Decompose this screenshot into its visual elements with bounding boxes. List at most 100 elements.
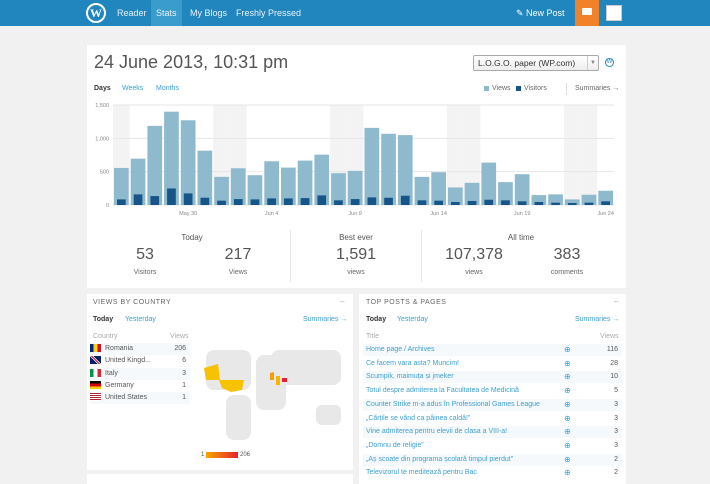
views-bar[interactable] (247, 175, 263, 205)
tab-days[interactable]: Days (94, 85, 111, 92)
post-title-link[interactable]: Vine admiterea pentru elevii de clasa a … (366, 428, 508, 436)
country-row[interactable]: Romania 206 (90, 343, 190, 355)
tab-yesterday[interactable]: Yesterday (397, 316, 428, 323)
wordpress-icon[interactable]: W (605, 58, 614, 67)
views-bar[interactable] (397, 135, 413, 205)
views-bar[interactable] (414, 176, 430, 205)
magnify-icon[interactable]: ⊕ (564, 454, 571, 464)
views-bar[interactable] (531, 195, 547, 205)
views-bar[interactable] (581, 194, 597, 205)
magnify-icon[interactable]: ⊕ (564, 386, 571, 396)
visitors-bar[interactable] (267, 198, 276, 205)
post-title-link[interactable]: Scumpik, maimuța și jmeker (366, 373, 454, 381)
visitors-bar[interactable] (551, 202, 560, 205)
visitors-bar[interactable] (233, 199, 243, 205)
post-title-link[interactable]: Home page / Archives (366, 346, 435, 353)
collapse-icon[interactable]: – (340, 297, 345, 306)
views-bar[interactable] (264, 161, 279, 205)
post-title-link[interactable]: Counter Strike m-a adus în Professional … (366, 400, 540, 408)
visitors-bar[interactable] (517, 201, 527, 205)
visitors-bar[interactable] (183, 193, 193, 205)
views-bar[interactable] (514, 174, 530, 205)
visitors-bar[interactable] (400, 195, 410, 205)
collapse-icon[interactable]: – (614, 297, 619, 306)
visitors-bar[interactable] (417, 200, 427, 205)
magnify-icon[interactable]: ⊕ (564, 427, 571, 437)
nav-my-blogs[interactable]: My Blogs (190, 8, 228, 18)
views-bar[interactable] (197, 150, 213, 205)
views-bar[interactable] (114, 167, 129, 205)
views-bar[interactable] (297, 160, 313, 205)
views-bar[interactable] (281, 167, 296, 205)
visitors-bar[interactable] (384, 197, 393, 205)
views-bar[interactable] (164, 111, 179, 205)
visitors-bar[interactable] (601, 201, 610, 205)
views-bar[interactable] (481, 162, 497, 205)
country-row[interactable]: United States 1 (90, 392, 190, 405)
visitors-bar[interactable] (317, 195, 327, 205)
visitors-bar[interactable] (534, 202, 544, 205)
views-bar[interactable] (448, 187, 463, 205)
visitors-bar[interactable] (150, 196, 160, 205)
blog-select[interactable]: L.O.G.O. paper (WP.com) ▼ (473, 55, 599, 71)
post-title-link[interactable]: „Cărțile se vând ca pâinea caldă!” (366, 414, 471, 422)
nav-freshly-pressed[interactable]: Freshly Pressed (236, 8, 302, 18)
visitors-bar[interactable] (501, 200, 510, 205)
wordpress-logo-icon[interactable]: W (86, 3, 106, 23)
views-bar[interactable] (130, 158, 146, 205)
views-bar[interactable] (431, 172, 446, 205)
country-row[interactable]: Italy 3 (90, 367, 190, 380)
visitors-bar[interactable] (300, 198, 310, 205)
post-title-link[interactable]: „Aș scoate din programa școlară timpul p… (366, 455, 514, 463)
views-bar[interactable] (180, 120, 196, 205)
notifications-icon[interactable] (575, 0, 599, 26)
visitors-bar[interactable] (584, 202, 594, 205)
new-post-button[interactable]: ✎ New Post (516, 0, 565, 26)
magnify-icon[interactable]: ⊕ (564, 358, 571, 368)
views-bar[interactable] (464, 182, 480, 205)
views-bar[interactable] (214, 176, 229, 205)
tab-weeks[interactable]: Weeks (122, 85, 144, 92)
country-row[interactable]: Germany 1 (90, 380, 190, 392)
tab-months[interactable]: Months (156, 85, 179, 92)
visitors-bar[interactable] (567, 203, 577, 205)
views-bar[interactable] (331, 173, 346, 205)
summaries-link[interactable]: Summaries → (575, 85, 620, 92)
views-bar[interactable] (147, 125, 163, 205)
summaries-link[interactable]: Summaries → (303, 316, 348, 323)
tab-today[interactable]: Today (366, 316, 387, 323)
nav-reader[interactable]: Reader (117, 8, 147, 18)
magnify-icon[interactable]: ⊕ (564, 413, 571, 423)
views-bar[interactable] (230, 168, 246, 205)
visitors-bar[interactable] (367, 197, 377, 205)
magnify-icon[interactable]: ⊕ (564, 372, 571, 382)
visitors-bar[interactable] (350, 199, 360, 205)
post-title-link[interactable]: Ce facem vara asta? Muncim! (366, 359, 459, 367)
visitors-bar[interactable] (250, 199, 260, 205)
magnify-icon[interactable]: ⊕ (564, 468, 571, 478)
visitors-bar[interactable] (434, 200, 443, 205)
visitors-bar[interactable] (451, 202, 460, 205)
visitors-bar[interactable] (167, 188, 176, 205)
tab-yesterday[interactable]: Yesterday (125, 316, 156, 323)
post-title-link[interactable]: „Domnu de religie” (366, 441, 424, 449)
magnify-icon[interactable]: ⊕ (564, 399, 571, 409)
country-row[interactable]: United Kingd... 6 (90, 355, 190, 367)
post-title-link[interactable]: Televizorul te meditează pentru Bac (366, 469, 477, 477)
visitors-bar[interactable] (484, 199, 494, 205)
visitors-bar[interactable] (284, 198, 293, 205)
visitors-bar[interactable] (334, 200, 343, 205)
nav-stats[interactable]: Stats (151, 0, 182, 26)
views-bar[interactable] (564, 199, 580, 205)
visitors-bar[interactable] (467, 201, 477, 205)
visitors-bar[interactable] (217, 200, 226, 205)
views-bar[interactable] (364, 127, 380, 205)
views-bar[interactable] (548, 194, 563, 205)
visitors-bar[interactable] (117, 199, 126, 205)
post-title-link[interactable]: Totul despre admiterea la Facultatea de … (366, 387, 519, 395)
tab-today[interactable]: Today (93, 316, 114, 323)
visitors-bar[interactable] (133, 194, 143, 205)
summaries-link[interactable]: Summaries → (575, 316, 620, 323)
views-bar[interactable] (498, 182, 513, 205)
views-bar[interactable] (381, 133, 396, 205)
